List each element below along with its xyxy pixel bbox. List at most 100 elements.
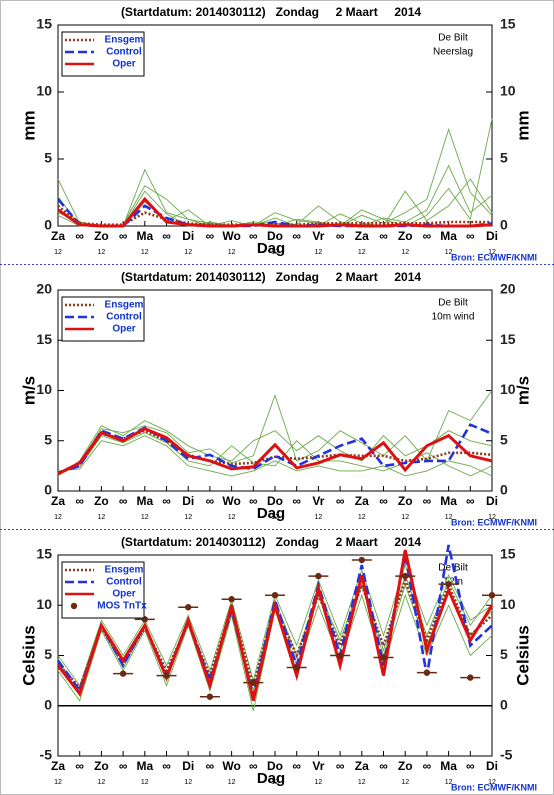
y2-tick-label: 0 bbox=[500, 217, 508, 233]
x-tick-label: ∞ bbox=[379, 759, 388, 773]
x-axis-label: Dag bbox=[257, 240, 285, 257]
mos-point bbox=[228, 596, 235, 603]
x-tick-label: ∞ bbox=[162, 494, 171, 508]
x-tick-label: ∞ bbox=[75, 229, 84, 243]
hour-label: 12 bbox=[271, 514, 279, 521]
series-line bbox=[57, 196, 493, 228]
y2-tick-label: -5 bbox=[500, 747, 513, 763]
series-line bbox=[57, 427, 493, 476]
y-axis-label: Celsius bbox=[19, 625, 38, 685]
x-tick-label: Do bbox=[267, 759, 283, 773]
x-tick-label: Ma bbox=[440, 229, 457, 243]
mos-point bbox=[206, 693, 214, 700]
mos-point bbox=[315, 572, 322, 580]
x-tick-label: Za bbox=[51, 229, 65, 243]
hour-label: 12 bbox=[488, 514, 496, 521]
hour-label: 12 bbox=[401, 514, 409, 521]
series-line bbox=[57, 423, 493, 475]
x-tick-label: ∞ bbox=[379, 229, 388, 243]
variable: 10m wind bbox=[432, 312, 475, 323]
y-tick-label: 10 bbox=[36, 83, 52, 99]
x-tick-label: ∞ bbox=[379, 494, 388, 508]
x-tick-label: ∞ bbox=[249, 494, 258, 508]
hour-label: 12 bbox=[401, 249, 409, 256]
legend bbox=[61, 31, 145, 77]
mos-point bbox=[293, 664, 300, 671]
mos-point bbox=[467, 674, 474, 681]
legend-label: Oper bbox=[112, 324, 135, 335]
y2-tick-label: 15 bbox=[500, 331, 516, 347]
x-tick-label: Za bbox=[355, 494, 369, 508]
x-tick-label: ∞ bbox=[75, 759, 84, 773]
y-tick-label: 10 bbox=[36, 381, 52, 397]
x-tick-label: Zo bbox=[94, 494, 109, 508]
mos-point bbox=[271, 592, 279, 599]
y2-tick-label: 0 bbox=[500, 482, 508, 498]
x-tick-label: Za bbox=[51, 759, 65, 773]
y-tick-label: 5 bbox=[44, 431, 52, 447]
hour-label: 12 bbox=[228, 779, 236, 786]
y-tick-label: 15 bbox=[36, 16, 52, 32]
hour-label: 12 bbox=[358, 249, 366, 256]
x-tick-label: ∞ bbox=[162, 759, 171, 773]
hour-label: 12 bbox=[358, 514, 366, 521]
x-tick-label: ∞ bbox=[206, 759, 215, 773]
x-tick-label: Wo bbox=[222, 494, 240, 508]
y2-tick-label: 10 bbox=[500, 83, 516, 99]
x-tick-label: ∞ bbox=[423, 229, 432, 243]
series-line bbox=[56, 549, 494, 702]
x-tick-label: Zo bbox=[94, 759, 109, 773]
x-tick-label: Di bbox=[182, 494, 194, 508]
hour-label: 12 bbox=[358, 779, 366, 786]
y2-tick-label: 10 bbox=[500, 381, 516, 397]
y2-axis-label: mm bbox=[513, 110, 532, 140]
ensemble-member bbox=[57, 432, 493, 477]
y2-tick-label: 5 bbox=[500, 431, 508, 447]
x-tick-label: ∞ bbox=[119, 759, 128, 773]
x-tick-label: Vr bbox=[312, 494, 324, 508]
x-tick-label: ∞ bbox=[423, 494, 432, 508]
x-tick-label: ∞ bbox=[292, 494, 301, 508]
chart-title: (Startdatum: 2014030112) Zondag 2 Maart … bbox=[121, 5, 421, 19]
location: De Bilt bbox=[438, 298, 468, 309]
legend-label: Oper bbox=[112, 589, 135, 600]
legend-label: MOS TnTx bbox=[97, 601, 147, 612]
location: De Bilt bbox=[438, 33, 468, 44]
legend-label: Control bbox=[106, 312, 142, 323]
hour-label: 12 bbox=[271, 779, 279, 786]
hour-label: 12 bbox=[271, 249, 279, 256]
chart-title: (Startdatum: 2014030112) Zondag 2 Maart … bbox=[121, 535, 421, 549]
hour-label: 12 bbox=[315, 249, 323, 256]
x-tick-label: ∞ bbox=[466, 494, 475, 508]
x-tick-label: ∞ bbox=[336, 229, 345, 243]
x-tick-label: ∞ bbox=[292, 759, 301, 773]
series-line bbox=[57, 429, 493, 475]
x-axis-label: Dag bbox=[257, 770, 285, 787]
y-tick-label: -5 bbox=[40, 747, 53, 763]
hour-label: 12 bbox=[488, 249, 496, 256]
hour-label: 12 bbox=[315, 779, 323, 786]
x-tick-label: ∞ bbox=[466, 229, 475, 243]
y2-tick-label: 10 bbox=[500, 596, 516, 612]
x-tick-label: Wo bbox=[222, 759, 240, 773]
y2-tick-label: 20 bbox=[500, 281, 516, 297]
x-tick-label: Za bbox=[355, 229, 369, 243]
y-tick-label: 20 bbox=[36, 281, 52, 297]
x-tick-label: ∞ bbox=[119, 229, 128, 243]
y2-tick-label: 15 bbox=[500, 546, 516, 562]
y2-tick-label: 5 bbox=[500, 150, 508, 166]
x-tick-label: Ma bbox=[136, 229, 153, 243]
y-tick-label: 10 bbox=[36, 596, 52, 612]
legend-label: Control bbox=[106, 47, 142, 58]
source: Bron: ECMWF/KNMI bbox=[451, 252, 537, 262]
x-tick-label: ∞ bbox=[423, 759, 432, 773]
variable: Neerslag bbox=[433, 47, 473, 58]
x-tick-label: Vr bbox=[312, 229, 324, 243]
mos-point bbox=[119, 670, 127, 677]
x-tick-label: ∞ bbox=[292, 229, 301, 243]
mos-point bbox=[250, 679, 257, 686]
mos-point bbox=[488, 592, 496, 599]
x-tick-label: ∞ bbox=[119, 494, 128, 508]
x-tick-label: Wo bbox=[222, 229, 240, 243]
hour-label: 12 bbox=[228, 249, 236, 256]
